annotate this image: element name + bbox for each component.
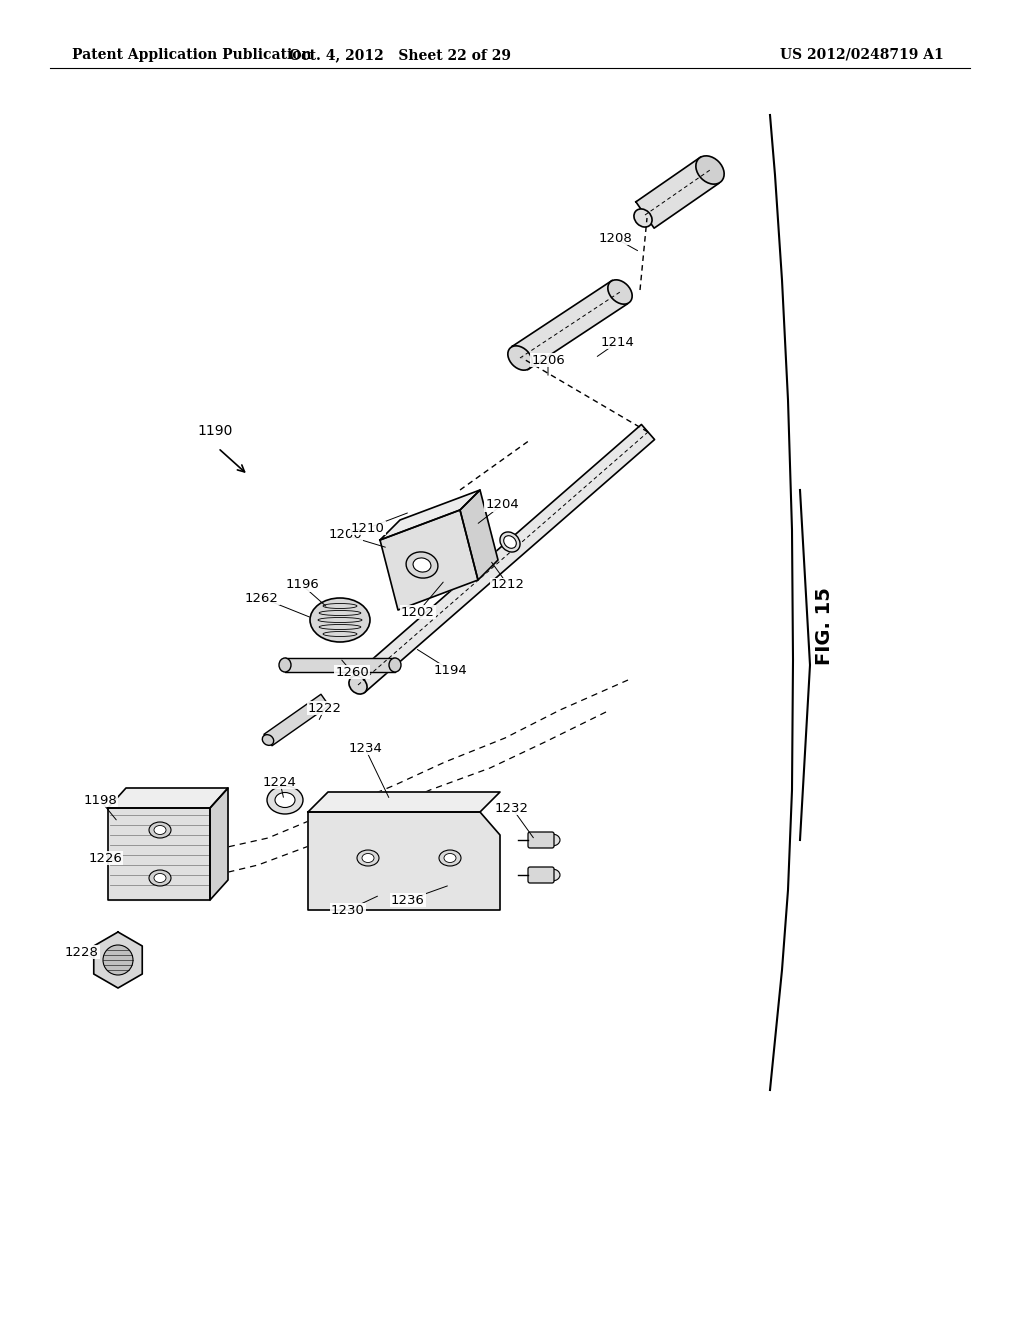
Text: US 2012/0248719 A1: US 2012/0248719 A1 bbox=[780, 48, 944, 62]
Text: 1208: 1208 bbox=[598, 231, 632, 244]
Text: 1230: 1230 bbox=[331, 903, 365, 916]
Text: 1214: 1214 bbox=[601, 335, 635, 348]
Text: 1226: 1226 bbox=[88, 851, 122, 865]
Text: 1222: 1222 bbox=[308, 701, 342, 714]
Ellipse shape bbox=[508, 346, 532, 370]
Ellipse shape bbox=[413, 558, 431, 572]
Ellipse shape bbox=[154, 874, 166, 883]
Text: FIG. 15: FIG. 15 bbox=[815, 587, 835, 665]
Ellipse shape bbox=[362, 854, 374, 862]
Text: 1194: 1194 bbox=[433, 664, 467, 676]
Ellipse shape bbox=[634, 209, 652, 227]
Text: 1210: 1210 bbox=[351, 521, 385, 535]
Ellipse shape bbox=[154, 825, 166, 834]
Polygon shape bbox=[285, 657, 395, 672]
Ellipse shape bbox=[267, 785, 303, 814]
Text: 1200: 1200 bbox=[328, 528, 361, 541]
Text: 1260: 1260 bbox=[335, 665, 369, 678]
Polygon shape bbox=[636, 157, 719, 228]
Text: 1198: 1198 bbox=[83, 793, 117, 807]
Polygon shape bbox=[308, 812, 500, 909]
Ellipse shape bbox=[439, 850, 461, 866]
Ellipse shape bbox=[150, 822, 171, 838]
Circle shape bbox=[103, 945, 133, 975]
Polygon shape bbox=[108, 788, 228, 808]
Ellipse shape bbox=[310, 598, 370, 642]
Text: 1262: 1262 bbox=[245, 591, 279, 605]
Text: 1212: 1212 bbox=[490, 578, 525, 591]
Text: 1228: 1228 bbox=[66, 945, 99, 958]
Polygon shape bbox=[308, 792, 500, 812]
Text: 1206: 1206 bbox=[531, 354, 565, 367]
Ellipse shape bbox=[389, 657, 401, 672]
Polygon shape bbox=[264, 694, 329, 746]
Polygon shape bbox=[512, 280, 628, 370]
Ellipse shape bbox=[608, 280, 632, 304]
Ellipse shape bbox=[504, 536, 516, 548]
Polygon shape bbox=[460, 490, 498, 579]
Ellipse shape bbox=[279, 657, 291, 672]
Ellipse shape bbox=[150, 870, 171, 886]
Ellipse shape bbox=[357, 850, 379, 866]
FancyBboxPatch shape bbox=[528, 832, 554, 847]
Text: Oct. 4, 2012   Sheet 22 of 29: Oct. 4, 2012 Sheet 22 of 29 bbox=[289, 48, 511, 62]
Ellipse shape bbox=[544, 834, 560, 846]
Text: 1234: 1234 bbox=[348, 742, 382, 755]
Ellipse shape bbox=[349, 676, 367, 694]
Polygon shape bbox=[94, 932, 142, 987]
Ellipse shape bbox=[444, 854, 456, 862]
Ellipse shape bbox=[544, 869, 560, 880]
Ellipse shape bbox=[275, 792, 295, 808]
Text: 1204: 1204 bbox=[485, 499, 519, 511]
Text: 1196: 1196 bbox=[285, 578, 318, 591]
FancyBboxPatch shape bbox=[528, 867, 554, 883]
Text: 1202: 1202 bbox=[401, 606, 435, 619]
Ellipse shape bbox=[262, 735, 273, 746]
Polygon shape bbox=[210, 788, 228, 900]
Ellipse shape bbox=[696, 156, 724, 185]
Text: Patent Application Publication: Patent Application Publication bbox=[72, 48, 311, 62]
Text: 1232: 1232 bbox=[495, 801, 529, 814]
Polygon shape bbox=[380, 490, 480, 540]
Ellipse shape bbox=[500, 532, 520, 552]
Text: 1224: 1224 bbox=[263, 776, 297, 788]
Ellipse shape bbox=[407, 552, 438, 578]
Text: 1236: 1236 bbox=[391, 894, 425, 907]
Polygon shape bbox=[108, 808, 210, 900]
Text: 1190: 1190 bbox=[198, 424, 232, 438]
Polygon shape bbox=[351, 425, 654, 693]
Polygon shape bbox=[380, 510, 478, 610]
